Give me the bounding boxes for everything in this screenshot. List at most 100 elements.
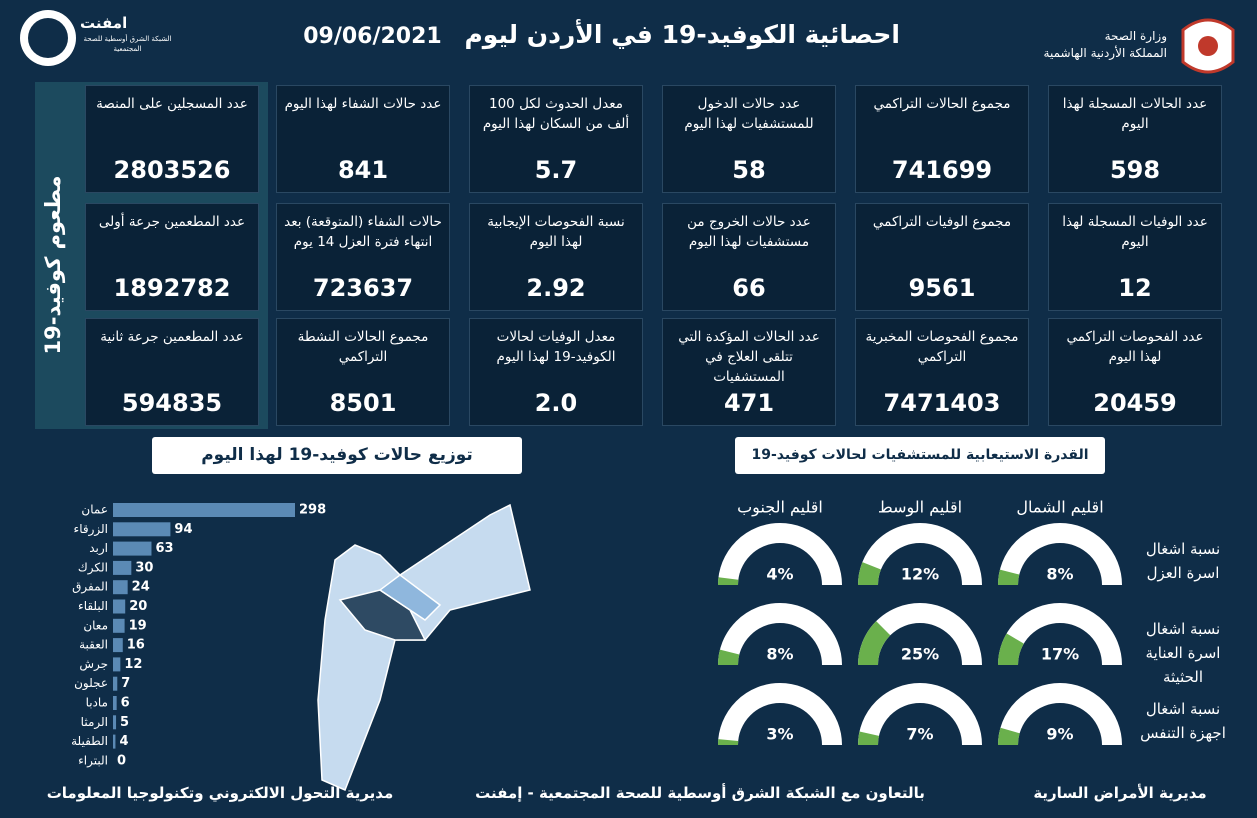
card-value: 594835 [121, 389, 223, 417]
stat-card: نسبة الفحوصات الإيجابية لهذا اليوم 2.92 [469, 203, 643, 311]
bar [113, 541, 152, 556]
gauge-track [858, 683, 982, 746]
gauge-fill [997, 727, 1020, 746]
bar-title: توزيع حالات كوفيد-19 لهذا اليوم [152, 437, 522, 474]
card-value: 2.92 [526, 274, 586, 302]
bar-label: جرش [79, 657, 108, 672]
gauge-track [718, 683, 842, 746]
footer: مديرية التحول الالكتروني وتكنولوجيا المع… [46, 784, 394, 802]
crest [1198, 36, 1218, 56]
card-label: نسبة الفحوصات الإيجابية لهذا اليوم [487, 214, 625, 250]
bar-value: 19 [129, 618, 147, 633]
bar-value: 24 [132, 580, 150, 595]
card-label: مجموع الفحوصات المخبرية التراكمي [865, 329, 1019, 365]
gauge-track [718, 603, 842, 666]
bar-label: البلقاء [78, 599, 108, 613]
card-value: 58 [732, 156, 766, 184]
bar-value: 63 [155, 541, 173, 556]
card-value: 598 [1109, 156, 1161, 184]
stat-card: مجموع الفحوصات المخبرية التراكمي 7471403 [855, 318, 1029, 426]
card-label: معدل الوفيات لحالات الكوفيد-19 لهذا اليو… [496, 329, 616, 365]
card-label: عدد المطعمين جرعة أولى [98, 214, 246, 230]
footer: بالتعاون مع الشبكة الشرق أوسطية للصحة ال… [475, 784, 925, 802]
gauge-track [858, 523, 982, 586]
gauge-fill [858, 562, 882, 586]
gauge-fill [718, 649, 740, 666]
bar [113, 503, 295, 517]
stat-card: عدد حالات الخروج من مستشفيات لهذا اليوم 6… [662, 203, 836, 311]
logo-sub: الشبكة الشرق أوسطية للصحة المجتمعية [83, 35, 172, 53]
row-label: نسبة اشغال اجهزة التنفس [1140, 700, 1226, 742]
bar-value: 4 [119, 734, 128, 749]
footer: مديرية الأمراض السارية [1033, 784, 1207, 802]
gauge-fill [858, 731, 880, 746]
stat-card: عدد حالات الدخول للمستشفيات لهذا اليوم 58 [662, 85, 836, 193]
gauge-fill [998, 633, 1025, 666]
bar-value: 20 [129, 599, 147, 614]
bar [113, 657, 121, 672]
bar-value: 16 [127, 638, 145, 653]
map [317, 503, 531, 791]
bar-value: 94 [174, 522, 192, 537]
gauge-track [998, 683, 1122, 746]
bar-value: 30 [135, 560, 153, 575]
date: 09/06/2021 [303, 24, 442, 49]
ministry: المملكة الأردنية الهاشمية [1043, 46, 1167, 60]
bar-label: الرمثا [81, 715, 108, 730]
row-label: نسبة اشغال اسرة العزل [1145, 540, 1221, 582]
bar-value: 0 [117, 753, 126, 768]
card-value: 5.7 [534, 156, 578, 184]
card-label: عدد المطعمين جرعة ثانية [100, 329, 244, 345]
card-value: 1892782 [113, 274, 231, 302]
bar [113, 734, 116, 749]
card-label: حالات الشفاء (المتوقعة) بعد انتهاء فترة … [284, 214, 442, 250]
card-value: 2.0 [534, 389, 578, 417]
card-value: 2803526 [113, 156, 231, 184]
stat-card: مجموع الحالات التراكمي 741699 [855, 85, 1029, 193]
card-label: عدد المسجلين على المنصة [96, 96, 248, 112]
bar [113, 676, 118, 691]
stat-card: عدد الوفيات المسجلة لهذا اليوم 12 [1048, 203, 1222, 311]
stat-card: عدد الفحوصات التراكمي لهذا اليوم 20459 [1048, 318, 1222, 426]
region-label: اقليم الشمال [1016, 498, 1103, 517]
bar [113, 638, 123, 653]
gauge-value: 8% [1046, 565, 1073, 584]
card-label: مجموع الوفيات التراكمي [872, 214, 1012, 230]
card-label: مجموع الحالات النشطة التراكمي [297, 329, 429, 365]
bar-label: المفرق [72, 580, 108, 595]
logo-name: امفنت [80, 14, 128, 32]
stat-card: عدد المسجلين على المنصة 2803526 [85, 85, 259, 193]
card-value: 9561 [908, 274, 976, 302]
stat-card: مجموع الوفيات التراكمي 9561 [855, 203, 1029, 311]
card-label: عدد حالات الشفاء لهذا اليوم [284, 96, 442, 112]
gauge-track [998, 523, 1122, 586]
ministry: وزارة الصحة [1104, 29, 1167, 43]
gauge-fill [997, 569, 1020, 586]
region-label: اقليم الوسط [878, 498, 962, 518]
gauge-title: القدرة الاستيعابية للمستشفيات لحالات كوف… [735, 437, 1105, 474]
card-value: 471 [723, 389, 775, 417]
gauge-track [718, 523, 842, 586]
bar [113, 580, 128, 595]
stat-card: حالات الشفاء (المتوقعة) بعد انتهاء فترة … [276, 203, 450, 311]
bar [113, 715, 117, 730]
stat-card: معدل الوفيات لحالات الكوفيد-19 لهذا اليو… [469, 318, 643, 426]
card-label: عدد الفحوصات التراكمي لهذا اليوم [1066, 329, 1204, 365]
card-value: 841 [337, 156, 389, 184]
bar-label: اربد [89, 541, 108, 556]
gauge-fill [858, 621, 891, 666]
card-value: 723637 [312, 274, 414, 302]
bar-label: العقبة [79, 638, 108, 652]
bar-value: 12 [124, 657, 142, 672]
bar [113, 599, 126, 614]
stat-card: عدد المطعمين جرعة ثانية 594835 [85, 318, 259, 426]
stat-card: عدد حالات الشفاء لهذا اليوم 841 [276, 85, 450, 193]
stat-card: معدل الحدوث لكل 100 ألف من السكان لهذا ا… [469, 85, 643, 193]
bar-label: الطفيلة [71, 734, 108, 748]
card-value: 66 [732, 274, 766, 302]
gauge-value: 17% [1041, 645, 1079, 664]
card-label: عدد حالات الدخول للمستشفيات لهذا اليوم [684, 96, 814, 132]
gauge-value: 8% [766, 645, 793, 664]
gauge-value: 12% [901, 565, 939, 584]
